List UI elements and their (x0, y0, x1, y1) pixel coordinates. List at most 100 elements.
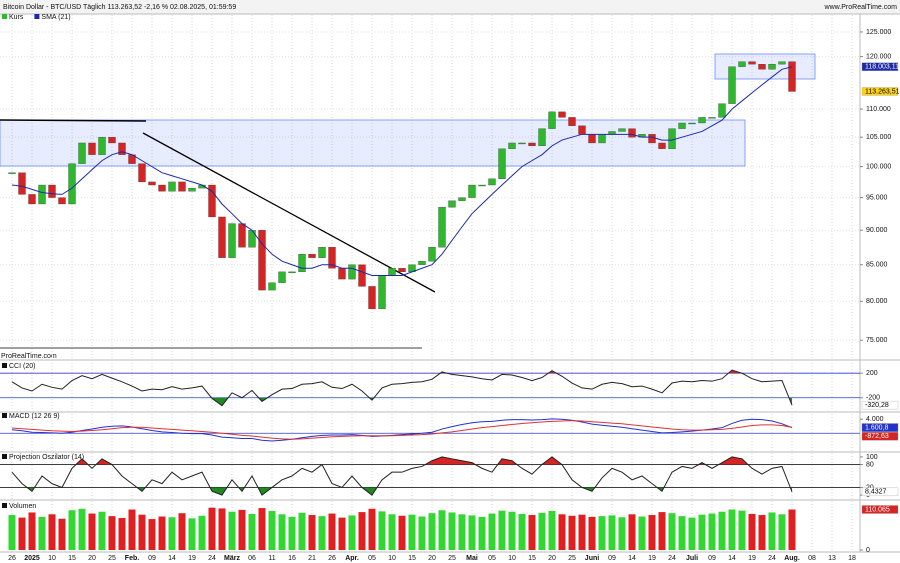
panel-title: CCI (20) (9, 363, 35, 370)
y-tick-label: 85.000 (866, 262, 888, 269)
volume-bar (768, 512, 776, 550)
volume-bar (738, 510, 746, 550)
y-tick-label: 105.000 (866, 134, 891, 141)
candle (508, 142, 516, 149)
x-tick-label: 26 (328, 555, 336, 562)
volume-bar (558, 514, 566, 550)
x-tick-label: Aug. (784, 555, 800, 562)
value-tag (861, 423, 899, 432)
volume-bar (298, 512, 306, 550)
y-tick-label: 110.000 (866, 106, 891, 113)
value-tag (861, 487, 899, 497)
value-tag-label: 113.263,51 (865, 88, 900, 95)
volume-bar (28, 512, 36, 550)
volume-bar (138, 514, 146, 550)
volume-bar (228, 511, 236, 550)
y-tick-label: 75.000 (866, 337, 888, 344)
volume-bar (358, 512, 366, 550)
volume-bar (668, 513, 676, 550)
candle (268, 282, 276, 291)
candle (588, 134, 596, 144)
volume-bar (48, 514, 56, 550)
candle (48, 184, 56, 198)
volume-bar (318, 516, 326, 550)
x-tick-label: 19 (648, 555, 656, 562)
site-link[interactable]: www.ProRealTime.com (824, 4, 898, 11)
candle (698, 117, 706, 124)
value-tag-label: 8,4327 (865, 489, 887, 496)
volume-bar (88, 513, 96, 550)
value-tag-label: -872,63 (865, 433, 889, 440)
value-tag-label: -320,28 (865, 402, 889, 409)
candle (668, 128, 676, 149)
x-tick-label: 16 (288, 555, 296, 562)
candle (308, 254, 316, 258)
y-tick-label: 125.000 (866, 29, 891, 36)
legend-swatch (2, 413, 7, 418)
chart-header: Bitcoin Dollar - BTC/USD Täglich 113.263… (3, 4, 236, 11)
volume-bar (368, 508, 376, 550)
candle (138, 163, 146, 183)
oversold-fill (12, 487, 792, 496)
volume-bar (218, 508, 226, 550)
candle (478, 184, 486, 187)
candle (288, 271, 296, 274)
volume-bar (158, 516, 166, 550)
x-tick-label: 05 (368, 555, 376, 562)
volume-bar (388, 514, 396, 550)
volume-bar (488, 513, 496, 550)
volume-bar (278, 514, 286, 550)
trend-line (0, 119, 147, 122)
legend-swatch (2, 454, 7, 459)
value-tag (861, 87, 899, 96)
x-tick-label: Apr. (345, 555, 359, 562)
volume-bar (308, 515, 316, 550)
candle (658, 142, 666, 149)
volume-bar (678, 516, 686, 550)
candle (118, 142, 126, 155)
volume-bar (758, 515, 766, 550)
volume-bar (348, 515, 356, 550)
legend-swatch (2, 14, 7, 19)
candle (728, 66, 736, 104)
volume-bar (628, 514, 636, 550)
x-tick-label: 10 (48, 555, 56, 562)
volume-bar (588, 516, 596, 550)
volume-bar (18, 517, 26, 550)
x-tick-label: März (224, 555, 240, 562)
volume-bar (618, 517, 626, 550)
volume-bar (458, 514, 466, 550)
x-tick-label: 19 (748, 555, 756, 562)
panel-title: MACD (12 26 9) (9, 413, 60, 420)
candle (38, 184, 46, 205)
y-tick-label: 80 (866, 461, 874, 468)
candle (768, 64, 776, 70)
candle (678, 122, 686, 129)
x-tick-label: 18 (848, 555, 856, 562)
candle (618, 128, 626, 132)
candle (208, 184, 216, 218)
candle (788, 61, 796, 92)
volume-bar (778, 514, 786, 550)
x-tick-label: 15 (68, 555, 76, 562)
candle (378, 275, 386, 310)
y-tick-label: 200 (866, 370, 878, 377)
x-tick-label: 24 (208, 555, 216, 562)
x-tick-label: 14 (168, 555, 176, 562)
candle (428, 247, 436, 262)
header-bar (0, 0, 900, 14)
x-tick-label: 25 (108, 555, 116, 562)
y-tick-label: 100 (866, 454, 878, 461)
candle (278, 271, 286, 283)
x-tick-label: 15 (528, 555, 536, 562)
legend-label: SMA (21) (41, 14, 70, 21)
volume-bar (238, 509, 246, 550)
candle (548, 111, 556, 129)
volume-bar (398, 515, 406, 550)
candle (318, 247, 326, 258)
y-tick-label: 100.000 (866, 163, 891, 170)
value-tag-label: 1.600,8 (865, 424, 888, 431)
candle (498, 148, 506, 179)
volume-bar (448, 512, 456, 550)
